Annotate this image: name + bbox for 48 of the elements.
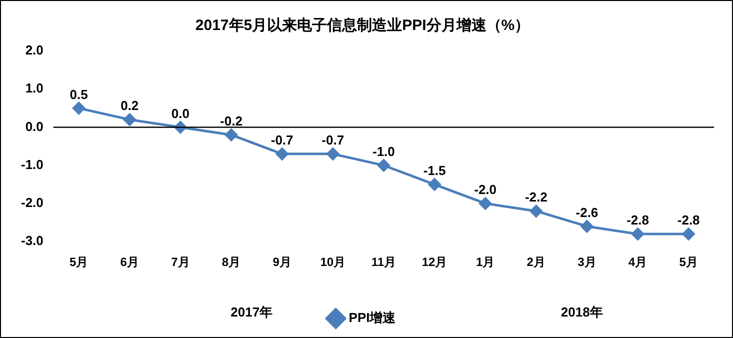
text: 2017年 [230,304,273,320]
point [225,128,238,142]
x-tick-label: 10月 [320,255,346,270]
x-tick-label: 4月 [628,255,648,270]
data-label: -2.8 [677,212,700,228]
point [632,228,644,240]
x-tick-label: 9月 [272,255,292,270]
x-tick-label: 8月 [222,255,241,270]
data-label: -2.6 [576,204,598,220]
point [377,159,390,172]
x-tick-label: 5月 [679,255,698,270]
data-label: -0.7 [270,132,294,148]
point [682,228,695,240]
x-tick-label: 7月 [171,255,190,270]
point [72,102,86,114]
y-tick-label: -1.0 [20,156,44,172]
y-tick-label: 2.0 [25,42,44,58]
y-tick-label: 0.0 [25,118,44,134]
data-label: -1.0 [372,144,395,159]
y-tick-label: -3.0 [20,233,44,248]
x-tick-label: 11月 [371,255,396,270]
data-label: -1.5 [423,163,446,178]
x-tick-label: 5月 [69,255,88,270]
point [580,220,594,233]
point [479,197,492,210]
data-label: -2.0 [474,182,497,198]
x-tick-label: 2月 [526,255,546,270]
point [428,178,441,191]
chart-title: 2017年5月以来电子信息制造业PPI分月增速（%） [195,17,530,34]
x-tick-label: 12月 [422,255,448,270]
point [123,113,136,126]
point [326,148,340,160]
y-tick-label: -2.0 [20,195,44,210]
x-tick-label: 3月 [578,255,596,270]
y-tick-label: 1.0 [25,80,44,96]
legend-label: PPI增速 [348,310,397,326]
data-label: 0.5 [70,86,88,102]
x-tick-label: 6月 [120,255,139,270]
x-tick-label: 1月 [476,255,495,270]
data-label: 0.2 [120,98,139,114]
point [276,148,288,160]
data-label: -2.2 [524,190,548,205]
data-label: -2.8 [626,212,649,228]
data-label: 0.0 [171,106,190,121]
data-label: -0.7 [322,132,344,148]
text: 2018年 [560,304,603,320]
data-label: -0.2 [220,113,242,128]
point [530,204,542,218]
